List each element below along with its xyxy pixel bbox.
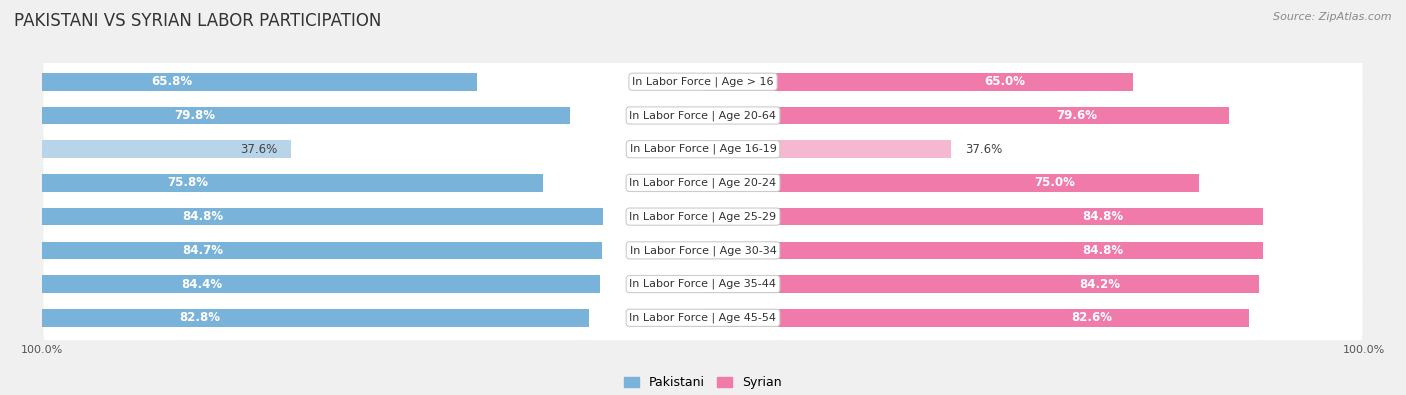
FancyBboxPatch shape [44,57,1362,106]
Text: 65.8%: 65.8% [150,75,193,88]
Text: 79.8%: 79.8% [174,109,215,122]
Text: 65.0%: 65.0% [984,75,1025,88]
Bar [42,140,291,158]
Text: 84.2%: 84.2% [1080,278,1121,291]
Text: In Labor Force | Age 20-24: In Labor Force | Age 20-24 [630,178,776,188]
Bar [42,73,477,90]
Text: In Labor Force | Age > 16: In Labor Force | Age > 16 [633,77,773,87]
Text: 37.6%: 37.6% [965,143,1002,156]
Text: 82.6%: 82.6% [1071,311,1112,324]
Bar [703,174,1198,192]
Text: In Labor Force | Age 30-34: In Labor Force | Age 30-34 [630,245,776,256]
Text: 84.8%: 84.8% [1083,210,1123,223]
Text: 79.6%: 79.6% [1056,109,1098,122]
Text: 84.7%: 84.7% [183,244,224,257]
Text: In Labor Force | Age 45-54: In Labor Force | Age 45-54 [630,312,776,323]
Bar [703,242,1264,259]
FancyBboxPatch shape [44,226,1362,275]
Text: In Labor Force | Age 20-64: In Labor Force | Age 20-64 [630,110,776,121]
Text: In Labor Force | Age 16-19: In Labor Force | Age 16-19 [630,144,776,154]
Text: 75.8%: 75.8% [167,177,208,190]
Legend: Pakistani, Syrian: Pakistani, Syrian [619,371,787,394]
Bar [703,73,1133,90]
Bar [703,140,952,158]
Text: 84.4%: 84.4% [181,278,222,291]
Bar [42,275,600,293]
FancyBboxPatch shape [44,192,1362,241]
Bar [42,309,589,327]
Bar [703,275,1260,293]
FancyBboxPatch shape [44,159,1362,207]
Bar [703,309,1249,327]
Text: Source: ZipAtlas.com: Source: ZipAtlas.com [1274,12,1392,22]
Bar [703,208,1264,226]
Text: 84.8%: 84.8% [183,210,224,223]
FancyBboxPatch shape [44,91,1362,140]
Bar [42,174,543,192]
Bar [42,107,569,124]
Bar [42,242,602,259]
FancyBboxPatch shape [44,293,1362,342]
Text: 84.8%: 84.8% [1083,244,1123,257]
Bar [703,107,1229,124]
Text: 82.8%: 82.8% [179,311,219,324]
Text: 75.0%: 75.0% [1033,177,1074,190]
Text: In Labor Force | Age 35-44: In Labor Force | Age 35-44 [630,279,776,289]
FancyBboxPatch shape [44,125,1362,173]
FancyBboxPatch shape [44,260,1362,308]
Text: In Labor Force | Age 25-29: In Labor Force | Age 25-29 [630,211,776,222]
Text: PAKISTANI VS SYRIAN LABOR PARTICIPATION: PAKISTANI VS SYRIAN LABOR PARTICIPATION [14,12,381,30]
Text: 37.6%: 37.6% [240,143,277,156]
Bar [42,208,603,226]
